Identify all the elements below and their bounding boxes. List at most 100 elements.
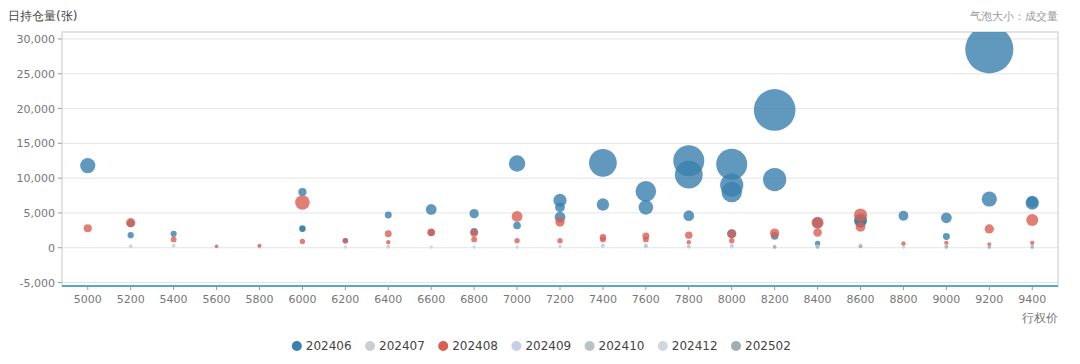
grid-line — [62, 282, 1058, 283]
bubble — [597, 198, 609, 210]
bubble — [515, 245, 518, 248]
series — [601, 244, 1034, 249]
bubble — [816, 245, 819, 248]
bubble — [988, 245, 991, 248]
bubble — [730, 244, 734, 248]
bubble — [727, 229, 736, 238]
legend-swatch — [292, 341, 302, 351]
y-tick-label: -5,000 — [20, 277, 55, 290]
x-axis-line — [62, 285, 1058, 287]
bubble — [685, 232, 692, 239]
bubble — [988, 245, 991, 248]
bubble — [509, 155, 525, 171]
bubble — [387, 245, 390, 248]
bubble — [430, 245, 433, 248]
bubble — [902, 245, 905, 248]
bubble — [171, 236, 177, 242]
bubble — [1031, 245, 1034, 248]
x-axis-label: 行权价 — [1022, 311, 1058, 325]
legend-swatch — [511, 341, 521, 351]
bubble — [600, 234, 607, 241]
legend-label: 202406 — [306, 339, 352, 353]
legend-swatch — [438, 341, 448, 351]
bubble — [601, 244, 605, 248]
bubble — [344, 245, 347, 248]
x-tick-label: 6200 — [331, 293, 359, 306]
grid-line — [62, 108, 1058, 109]
bubble — [773, 245, 776, 248]
legend-item: 202407 — [365, 339, 425, 353]
y-tick — [58, 73, 62, 74]
y-tick-label: 10,000 — [17, 172, 56, 185]
bubble — [754, 89, 796, 131]
y-tick-label: 20,000 — [17, 103, 56, 116]
legend-item: 202410 — [585, 339, 645, 353]
y-tick — [58, 108, 62, 109]
legend-label: 202408 — [452, 339, 498, 353]
bubble — [854, 208, 867, 221]
x-tick-label: 8800 — [889, 293, 917, 306]
y-tick — [58, 212, 62, 213]
y-tick-label: 5,000 — [24, 207, 56, 220]
bubble — [763, 168, 786, 191]
bubble — [470, 229, 478, 237]
series — [644, 244, 948, 249]
bubble — [687, 240, 691, 244]
bubble — [428, 229, 435, 236]
bubble — [385, 212, 392, 219]
bubble — [557, 238, 562, 243]
bubble — [258, 244, 262, 248]
x-tick-label: 7000 — [503, 293, 531, 306]
x-tick-label: 8000 — [718, 293, 746, 306]
bubble — [721, 182, 742, 203]
bubble — [816, 245, 819, 248]
legend-label: 202409 — [525, 339, 571, 353]
bubble — [816, 244, 820, 248]
x-tick-label: 9200 — [975, 293, 1003, 306]
bubble — [859, 244, 863, 248]
bubble — [589, 149, 617, 177]
bubble — [84, 224, 92, 232]
y-tick — [58, 247, 62, 248]
x-tick-label: 5200 — [117, 293, 145, 306]
bubble — [773, 245, 776, 248]
bubble — [859, 245, 862, 248]
bubble — [941, 212, 952, 223]
bubble — [471, 236, 477, 242]
bubble — [730, 245, 733, 248]
legend-item: 202406 — [292, 339, 352, 353]
legend-item: 202412 — [658, 339, 718, 353]
bubble — [644, 244, 648, 248]
y-tick — [58, 178, 62, 179]
series — [730, 243, 1034, 249]
legend-item: 202409 — [511, 339, 571, 353]
bubble — [687, 245, 690, 248]
legend-swatch — [585, 341, 595, 351]
bubble — [729, 238, 734, 243]
legend-swatch — [731, 341, 741, 351]
grid — [62, 39, 1058, 283]
bubble — [816, 245, 819, 248]
legend: 2024062024072024082024092024102024122025… — [292, 339, 791, 353]
x-tick-label: 8400 — [804, 293, 832, 306]
bubble — [1031, 245, 1034, 248]
x-tick-label: 5400 — [160, 293, 188, 306]
bubble — [512, 211, 523, 222]
bubble — [555, 217, 564, 226]
y-tick — [58, 282, 62, 283]
bubble — [300, 239, 305, 244]
bubble — [945, 245, 948, 248]
x-tick-label: 6800 — [460, 293, 488, 306]
legend-item: 202408 — [438, 339, 498, 353]
y-tick — [58, 143, 62, 144]
plot-area — [80, 32, 1039, 249]
bubble — [816, 245, 819, 248]
y-tick-label: 25,000 — [17, 68, 56, 81]
bubble — [601, 244, 605, 248]
bubble — [215, 244, 219, 248]
x-tick-label: 6400 — [374, 293, 402, 306]
bubble — [343, 238, 348, 243]
plot-frame — [62, 32, 1058, 286]
bubble — [770, 228, 779, 237]
bubble — [727, 230, 736, 239]
